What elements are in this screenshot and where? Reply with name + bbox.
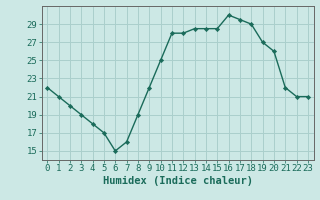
X-axis label: Humidex (Indice chaleur): Humidex (Indice chaleur) <box>103 176 252 186</box>
